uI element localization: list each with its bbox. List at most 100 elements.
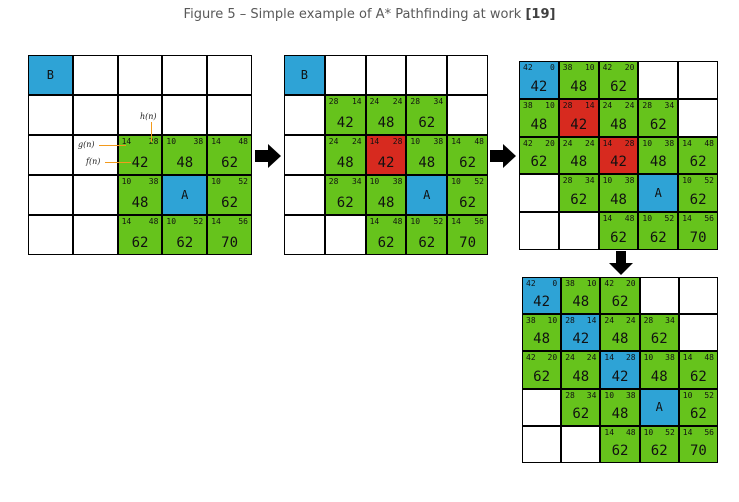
f-cost: 42	[377, 155, 395, 171]
g-cost: 10	[642, 214, 653, 224]
g-cost: 14	[602, 214, 613, 224]
annotation-g: g(n)	[78, 140, 95, 149]
grid-cell-closed: 28 14 42	[558, 98, 599, 137]
f-cost: 62	[650, 443, 668, 459]
h-cost: 28	[148, 137, 159, 146]
h-cost: 38	[625, 390, 636, 400]
h-cost: 24	[392, 97, 403, 106]
grid-cell-open: 14 48 62	[600, 425, 640, 463]
h-cost: 14	[584, 100, 595, 110]
right-arrow-icon	[490, 144, 516, 168]
grid-cell-open: 10 38 48	[117, 175, 163, 215]
annotation-f-pointer	[105, 162, 131, 163]
f-cost: 62	[689, 192, 707, 209]
grid-cell-empty	[324, 55, 366, 95]
grid-cell-open: 24 24 48	[324, 135, 366, 175]
grid-cell-empty	[28, 135, 73, 175]
h-cost: 48	[474, 137, 484, 146]
grid-cell-open: 42 20 62	[598, 61, 639, 99]
f-cost: 62	[459, 195, 477, 211]
grid-cell-empty	[678, 98, 718, 137]
grid-cell-open: 14 48 62	[678, 351, 718, 389]
grid-cell-open: 42 20 62	[600, 277, 640, 315]
caption-text: Figure 5 – Simple example of A* Pathfind…	[183, 7, 526, 22]
goal-node-label: A	[655, 400, 663, 415]
grid-step-3: 42 0 42 38 10 48 42 20 62 38 10 48 28 14 42 24 24 48 28 34 6…	[519, 61, 718, 250]
grid-cell-empty	[519, 174, 559, 213]
g-cost: 42	[604, 279, 615, 288]
g-cost: 10	[682, 390, 693, 400]
f-cost: 48	[336, 155, 354, 171]
grid-cell-open: 14 56 70	[207, 215, 252, 255]
grid-cell-closed: 14 28 42	[598, 136, 639, 175]
grid-cell-open: 24 24 48	[558, 136, 599, 175]
h-cost: 34	[433, 97, 444, 106]
g-cost: 14	[604, 427, 615, 437]
f-cost: 62	[176, 235, 194, 251]
h-cost: 14	[586, 316, 597, 326]
grid-cell-empty	[447, 55, 488, 95]
f-cost: 48	[649, 154, 667, 171]
g-cost: 24	[565, 353, 575, 363]
h-cost: 56	[704, 214, 714, 224]
g-cost: 24	[369, 97, 380, 106]
h-cost: 52	[704, 176, 714, 186]
start-node-label: B	[46, 68, 55, 82]
f-cost: 42	[533, 294, 551, 311]
g-cost: 14	[121, 217, 132, 226]
f-cost: 62	[610, 78, 627, 95]
grid-cell-goal: A	[406, 175, 448, 215]
f-cost: 62	[611, 443, 629, 459]
h-cost: 38	[665, 353, 675, 363]
g-cost: 14	[604, 353, 615, 363]
g-cost: 14	[602, 138, 613, 148]
h-cost: 56	[704, 427, 714, 437]
h-cost: 38	[193, 137, 204, 146]
grid-cell-open: 10 52 62	[639, 425, 679, 463]
f-cost: 48	[572, 368, 590, 385]
grid-cell-open: 10 38 48	[639, 351, 679, 389]
f-cost: 48	[377, 195, 395, 211]
grid-cell-empty	[365, 55, 407, 95]
g-cost: 10	[643, 427, 654, 437]
g-cost: 24	[562, 138, 573, 148]
f-cost: 62	[649, 229, 667, 246]
f-cost: 62	[221, 155, 239, 171]
h-cost: 10	[545, 100, 555, 110]
h-cost: 20	[625, 279, 636, 288]
goal-node-label: A	[654, 186, 662, 201]
h-cost: 20	[545, 138, 555, 148]
grid-cell-open: 10 38 48	[162, 135, 208, 175]
g-cost: 38	[526, 316, 536, 326]
grid-cell-empty	[207, 95, 252, 135]
grid-step-4: 42 0 42 38 10 48 42 20 62 38 10 48 28 14 42 24 24 48 28 34 6…	[522, 277, 718, 463]
g-cost: 42	[602, 63, 613, 72]
h-cost: 10	[586, 279, 597, 288]
caption-reference: [19]	[525, 7, 556, 22]
h-cost: 28	[625, 353, 636, 363]
grid-cell-closed: 14 28 42	[365, 135, 407, 175]
f-cost: 70	[221, 235, 239, 251]
f-cost: 62	[689, 368, 707, 385]
g-cost: 28	[328, 177, 339, 186]
g-cost: 10	[121, 177, 132, 186]
grid-cell-path: 42 0 42	[522, 277, 562, 315]
down-arrow-icon	[609, 251, 633, 275]
g-cost: 28	[643, 316, 654, 326]
g-cost: 10	[410, 137, 421, 146]
g-cost: 42	[523, 63, 533, 72]
annotation-h: h(n)	[140, 112, 157, 121]
grid-cell-empty	[522, 425, 562, 463]
h-cost: 34	[351, 177, 362, 186]
f-cost: 62	[689, 405, 707, 422]
annotation-f: f(n)	[86, 157, 101, 166]
grid-cell-open: 10 52 62	[406, 215, 448, 255]
f-cost: 42	[131, 155, 149, 171]
f-cost: 62	[649, 116, 667, 133]
grid-cell-open: 38 10 48	[561, 277, 601, 315]
h-cost: 52	[193, 217, 204, 226]
grid-cell-open: 42 20 62	[519, 136, 559, 175]
grid-cell-start: B	[28, 55, 73, 95]
h-cost: 34	[586, 390, 597, 400]
f-cost: 48	[611, 405, 629, 422]
